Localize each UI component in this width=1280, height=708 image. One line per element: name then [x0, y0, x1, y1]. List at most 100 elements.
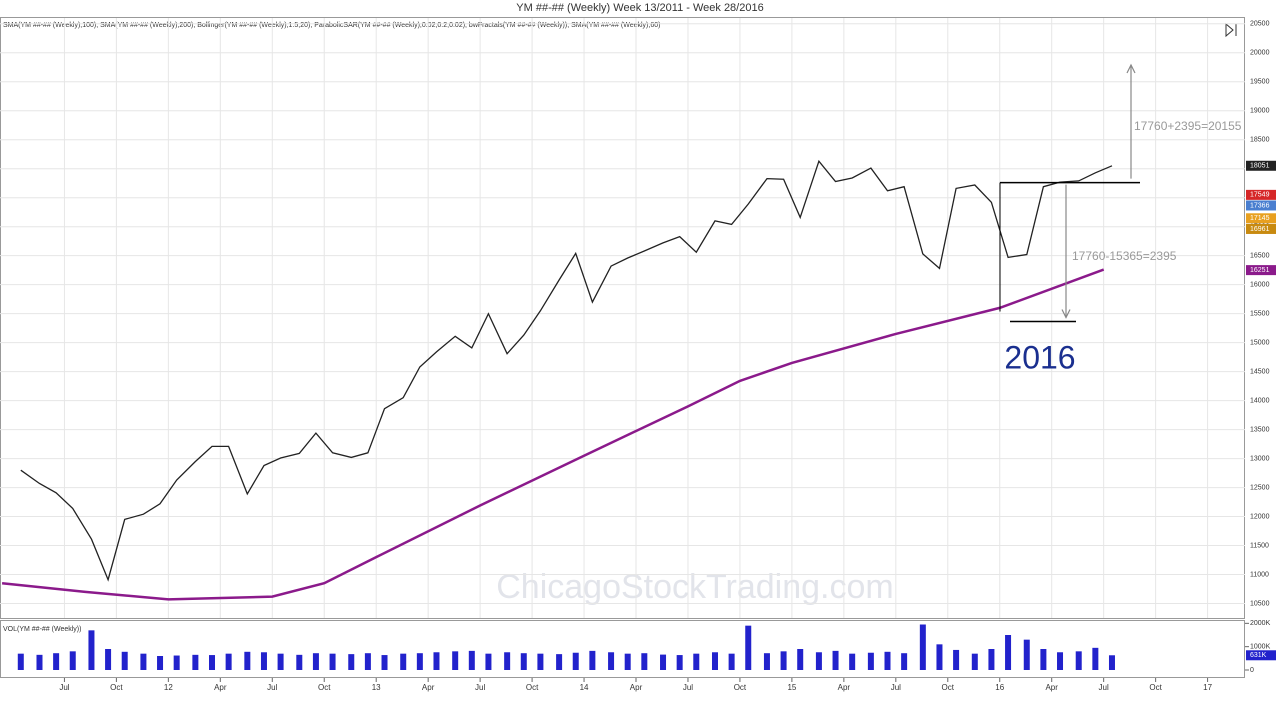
x-tick-label: Apr: [838, 683, 851, 692]
volume-bar: [849, 653, 856, 670]
volume-bar: [17, 653, 24, 670]
volume-bar: [901, 653, 908, 670]
volume-bar: [329, 653, 336, 670]
x-tick-label: Apr: [1045, 683, 1058, 692]
y-tick-label: 20000: [1250, 50, 1270, 57]
x-tick-label: 17: [1203, 683, 1212, 692]
volume-bar: [815, 652, 822, 670]
volume-title: VOL(YM ##-## (Weekly)): [3, 626, 81, 633]
price-marker: [1246, 213, 1276, 224]
price-line: [20, 159, 1113, 582]
volume-bar: [763, 653, 770, 670]
volume-bar: [728, 653, 735, 670]
volume-bar: [192, 654, 199, 670]
volume-bar: [485, 653, 492, 670]
volume-bar: [173, 655, 180, 670]
volume-bar: [296, 654, 303, 670]
x-tick-label: Oct: [318, 683, 331, 692]
y-tick-label: 19000: [1250, 108, 1270, 115]
volume-bar: [36, 654, 43, 670]
arrow-head: [1126, 63, 1136, 74]
price-panel: [0, 17, 1245, 619]
volume-bar: [416, 653, 423, 670]
volume-bar: [971, 653, 978, 670]
y-tick-label: 12500: [1250, 484, 1270, 491]
volume-bar: [468, 650, 475, 670]
price-marker: [1246, 265, 1276, 276]
volume-bar: [121, 651, 128, 670]
volume-marker-label: 631K: [1250, 652, 1267, 659]
volume-tick-label: 1000K: [1250, 644, 1271, 651]
volume-bar: [589, 650, 596, 670]
price-marker: [1246, 200, 1276, 211]
x-tick-label: Oct: [734, 683, 747, 692]
price-marker-label: 17549: [1250, 192, 1270, 199]
volume-bar: [537, 653, 544, 670]
volume-bar: [676, 655, 683, 670]
play-icon[interactable]: [1225, 22, 1237, 38]
volume-bar: [660, 654, 667, 670]
y-tick-label: 16000: [1250, 282, 1270, 289]
x-tick-label: 16: [995, 683, 1004, 692]
volume-bar: [867, 652, 874, 670]
x-tick-label: Jul: [891, 683, 901, 692]
volume-bar: [556, 654, 563, 670]
volume-bar: [693, 653, 700, 670]
volume-bar: [88, 630, 95, 670]
volume-bar: [711, 652, 718, 670]
volume-bar: [209, 655, 216, 670]
x-tick-label: 13: [372, 683, 381, 692]
volume-bar: [157, 656, 164, 670]
y-tick-label: 20500: [1250, 21, 1270, 28]
volume-bar: [140, 653, 147, 670]
y-tick-label: 13500: [1250, 426, 1270, 433]
chart-title: YM ##-## (Weekly) Week 13/2011 - Week 28…: [516, 2, 763, 14]
volume-bar: [1075, 651, 1082, 670]
volume-bar: [348, 654, 355, 670]
volume-bar: [364, 653, 371, 670]
x-tick-label: Jul: [683, 683, 693, 692]
volume-bar: [452, 651, 459, 670]
price-marker: [1246, 160, 1276, 171]
volume-bar: [520, 653, 527, 670]
x-tick-label: Apr: [630, 683, 643, 692]
volume-bar: [69, 651, 76, 670]
y-tick-label: 18500: [1250, 137, 1270, 144]
y-tick-label: 14000: [1250, 397, 1270, 404]
volume-panel: [0, 620, 1245, 678]
volume-bar: [312, 653, 319, 670]
volume-bar: [400, 653, 407, 670]
volume-bar: [1023, 639, 1030, 670]
volume-bar: [53, 653, 60, 670]
volume-bar: [624, 653, 631, 670]
volume-bar: [244, 651, 251, 670]
y-tick-label: 15000: [1250, 339, 1270, 346]
watermark: ChicagoStockTrading.com: [496, 568, 893, 606]
x-tick-label: Oct: [526, 683, 539, 692]
volume-bar: [884, 651, 891, 670]
x-tick-label: Oct: [110, 683, 123, 692]
volume-bar: [277, 653, 284, 670]
y-tick-label: 10500: [1250, 600, 1270, 607]
volume-bar: [1092, 647, 1099, 670]
volume-bar: [936, 644, 943, 670]
price-marker-label: 17145: [1250, 215, 1270, 222]
volume-tick-label: 2000K: [1250, 620, 1271, 627]
y-tick-label: 15500: [1250, 310, 1270, 317]
annotation: 17760+2395=20155: [1134, 119, 1242, 133]
y-tick-label: 12000: [1250, 513, 1270, 520]
annotation: 2016: [1004, 339, 1075, 375]
x-tick-label: Oct: [942, 683, 955, 692]
volume-marker: [1246, 650, 1276, 661]
volume-bar: [572, 652, 579, 670]
volume-bar: [641, 653, 648, 670]
y-tick-label: 19500: [1250, 79, 1270, 86]
volume-bar: [797, 649, 804, 670]
price-marker-label: 16251: [1250, 267, 1270, 274]
x-tick-label: 12: [164, 683, 173, 692]
volume-bar: [504, 652, 511, 670]
arrow-head: [1061, 309, 1071, 319]
volume-bar: [919, 624, 926, 670]
price-line: [1, 268, 1105, 601]
